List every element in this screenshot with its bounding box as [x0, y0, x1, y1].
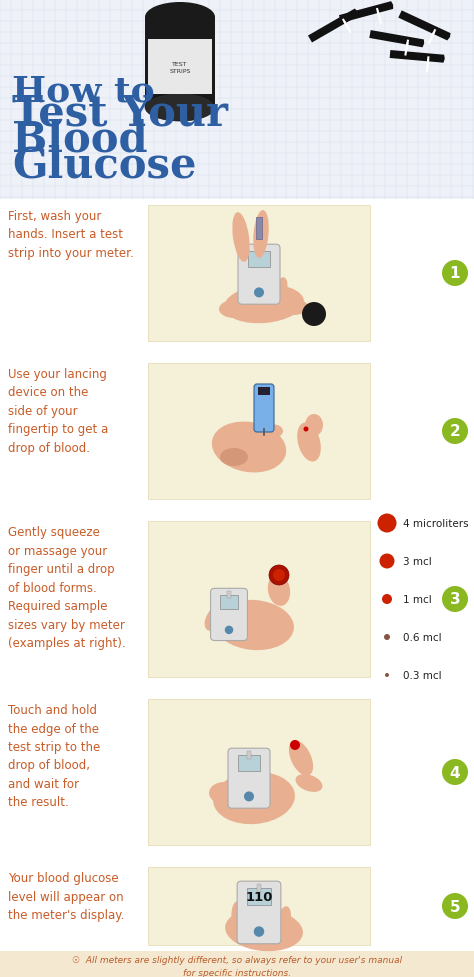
Bar — [258, 388, 270, 396]
Ellipse shape — [234, 425, 254, 440]
Bar — [256, 218, 262, 239]
Bar — [148, 522, 370, 677]
Ellipse shape — [220, 448, 248, 467]
Bar — [248, 251, 270, 268]
Ellipse shape — [249, 423, 269, 437]
Circle shape — [442, 261, 468, 286]
Ellipse shape — [241, 275, 256, 309]
Bar — [148, 868, 370, 945]
Ellipse shape — [265, 425, 283, 438]
Ellipse shape — [231, 901, 246, 933]
Text: First, wash your
hands. Insert a test
strip into your meter.: First, wash your hands. Insert a test st… — [8, 210, 134, 260]
Ellipse shape — [232, 213, 250, 263]
Text: 0.6 mcl: 0.6 mcl — [403, 632, 442, 642]
Ellipse shape — [145, 3, 215, 33]
Text: 4: 4 — [450, 765, 460, 780]
Bar — [148, 40, 212, 95]
Ellipse shape — [260, 272, 273, 304]
FancyArrow shape — [308, 10, 359, 43]
Ellipse shape — [214, 600, 294, 651]
Bar — [148, 700, 370, 845]
FancyBboxPatch shape — [254, 385, 274, 433]
Ellipse shape — [280, 300, 308, 316]
Bar — [257, 884, 261, 893]
Circle shape — [273, 570, 285, 581]
Ellipse shape — [253, 211, 269, 259]
Ellipse shape — [274, 278, 288, 306]
Circle shape — [385, 673, 389, 677]
Text: Your blood glucose
level will appear on
the meter's display.: Your blood glucose level will appear on … — [8, 871, 124, 921]
Text: How to: How to — [12, 74, 155, 107]
FancyBboxPatch shape — [210, 589, 247, 641]
Circle shape — [442, 759, 468, 786]
Circle shape — [254, 926, 264, 937]
Bar — [148, 363, 370, 499]
Text: 3: 3 — [450, 592, 460, 607]
Circle shape — [302, 303, 326, 326]
Bar — [0, 951, 474, 977]
FancyBboxPatch shape — [237, 881, 281, 944]
Ellipse shape — [277, 907, 291, 934]
FancyArrow shape — [339, 2, 393, 23]
Text: 5: 5 — [450, 899, 460, 913]
Text: 1 mcl: 1 mcl — [403, 594, 432, 605]
Circle shape — [442, 418, 468, 445]
Circle shape — [244, 791, 254, 801]
Ellipse shape — [145, 94, 215, 122]
Circle shape — [384, 634, 390, 640]
Circle shape — [269, 566, 289, 585]
Bar — [219, 595, 238, 609]
FancyArrow shape — [369, 31, 424, 48]
Ellipse shape — [219, 301, 249, 319]
Circle shape — [225, 626, 233, 634]
Circle shape — [380, 554, 394, 569]
Text: 0.3 mcl: 0.3 mcl — [403, 670, 442, 680]
Text: Test Your: Test Your — [12, 93, 228, 135]
Text: 4 microliters: 4 microliters — [403, 519, 469, 529]
Text: Blood: Blood — [12, 118, 147, 160]
Text: Use your lancing
device on the
side of your
fingertip to get a
drop of blood.: Use your lancing device on the side of y… — [8, 367, 108, 454]
Circle shape — [442, 586, 468, 613]
Bar — [145, 18, 215, 107]
Circle shape — [290, 741, 300, 750]
Ellipse shape — [212, 422, 286, 473]
Circle shape — [382, 594, 392, 605]
Text: Gently squeeze
or massage your
finger until a drop
of blood forms.
Required samp: Gently squeeze or massage your finger un… — [8, 526, 126, 650]
FancyArrow shape — [390, 51, 445, 64]
Bar — [148, 206, 370, 342]
Bar — [238, 755, 260, 772]
Ellipse shape — [213, 772, 295, 825]
Ellipse shape — [247, 899, 261, 929]
FancyBboxPatch shape — [238, 245, 280, 305]
Text: Touch and hold
the edge of the
test strip to the
drop of blood,
and wait for
the: Touch and hold the edge of the test stri… — [8, 703, 100, 809]
Text: ☉  All meters are slightly different, so always refer to your user's manual
for : ☉ All meters are slightly different, so … — [72, 956, 402, 976]
Ellipse shape — [305, 414, 323, 437]
Bar — [247, 888, 271, 906]
Circle shape — [442, 893, 468, 919]
Ellipse shape — [262, 901, 276, 931]
Circle shape — [303, 427, 309, 432]
Bar — [257, 248, 261, 256]
Text: 110: 110 — [246, 890, 273, 903]
FancyBboxPatch shape — [228, 748, 270, 808]
Text: 1: 1 — [450, 266, 460, 281]
FancyArrow shape — [398, 12, 451, 41]
Bar — [0, 0, 474, 199]
Circle shape — [254, 288, 264, 298]
Text: Glucose: Glucose — [12, 144, 197, 186]
Ellipse shape — [209, 783, 239, 804]
Ellipse shape — [297, 423, 321, 462]
Bar — [247, 751, 251, 759]
Ellipse shape — [225, 909, 303, 952]
Circle shape — [377, 514, 396, 533]
Ellipse shape — [224, 285, 304, 324]
Text: 3 mcl: 3 mcl — [403, 557, 432, 567]
Text: 2: 2 — [450, 424, 460, 439]
Ellipse shape — [289, 741, 313, 776]
Bar — [228, 592, 231, 599]
Ellipse shape — [268, 574, 290, 607]
Text: TEST
STRIPS: TEST STRIPS — [169, 63, 191, 73]
Ellipse shape — [296, 775, 322, 792]
Ellipse shape — [205, 600, 233, 631]
